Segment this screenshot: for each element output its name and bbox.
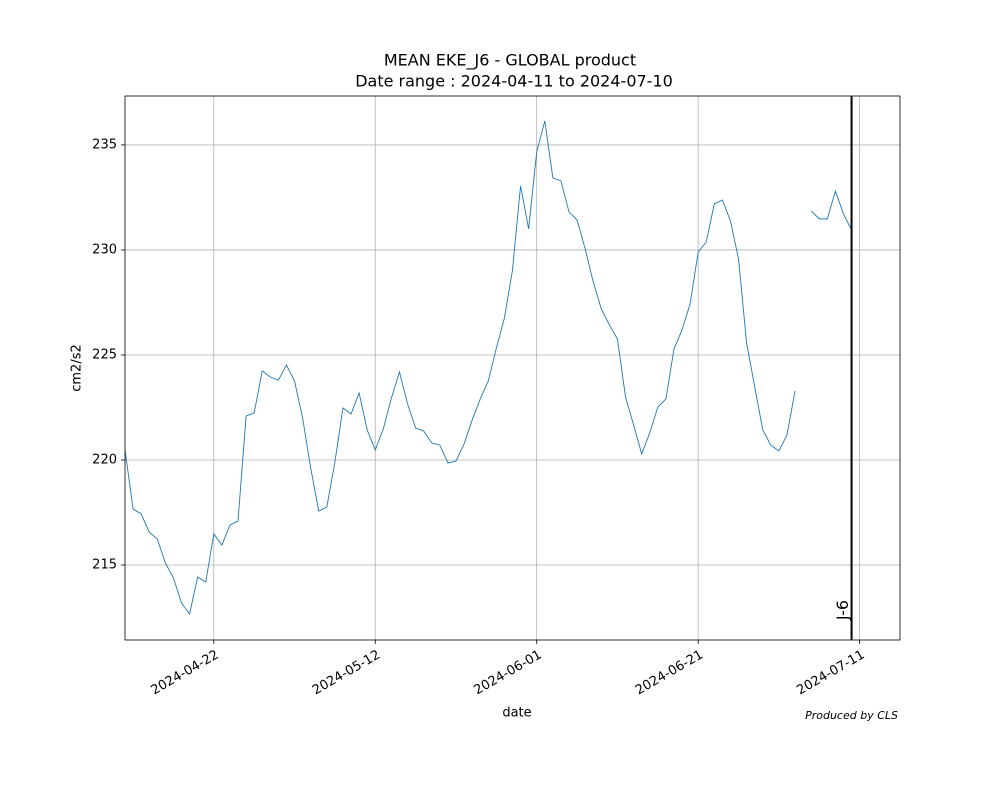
plot-frame: [124, 95, 901, 641]
chart-title: MEAN EKE_J6 - GLOBAL product: [384, 51, 636, 71]
y-tick-label: 225: [92, 347, 117, 362]
y-tick-label: 215: [92, 558, 117, 573]
x-tick-label: 2024-07-11: [794, 648, 867, 699]
data-line: [124, 120, 852, 616]
y-axis-label: cm2/s2: [70, 344, 85, 392]
y-tick-label: 230: [92, 242, 117, 257]
y-tick-label: 220: [92, 452, 117, 467]
footnote: Produced by CLS: [805, 709, 898, 722]
x-tick-label: 2024-05-12: [310, 648, 383, 699]
chart-subtitle: Date range : 2024-04-11 to 2024-07-10: [355, 72, 673, 91]
x-tick-label: 2024-06-01: [472, 648, 545, 699]
reference-label: J-6: [833, 600, 852, 621]
x-tick-label: 2024-06-21: [633, 648, 706, 699]
x-tick-label: 2024-04-22: [149, 648, 222, 699]
y-tick-label: 235: [92, 137, 117, 152]
x-axis-label: date: [502, 706, 531, 721]
